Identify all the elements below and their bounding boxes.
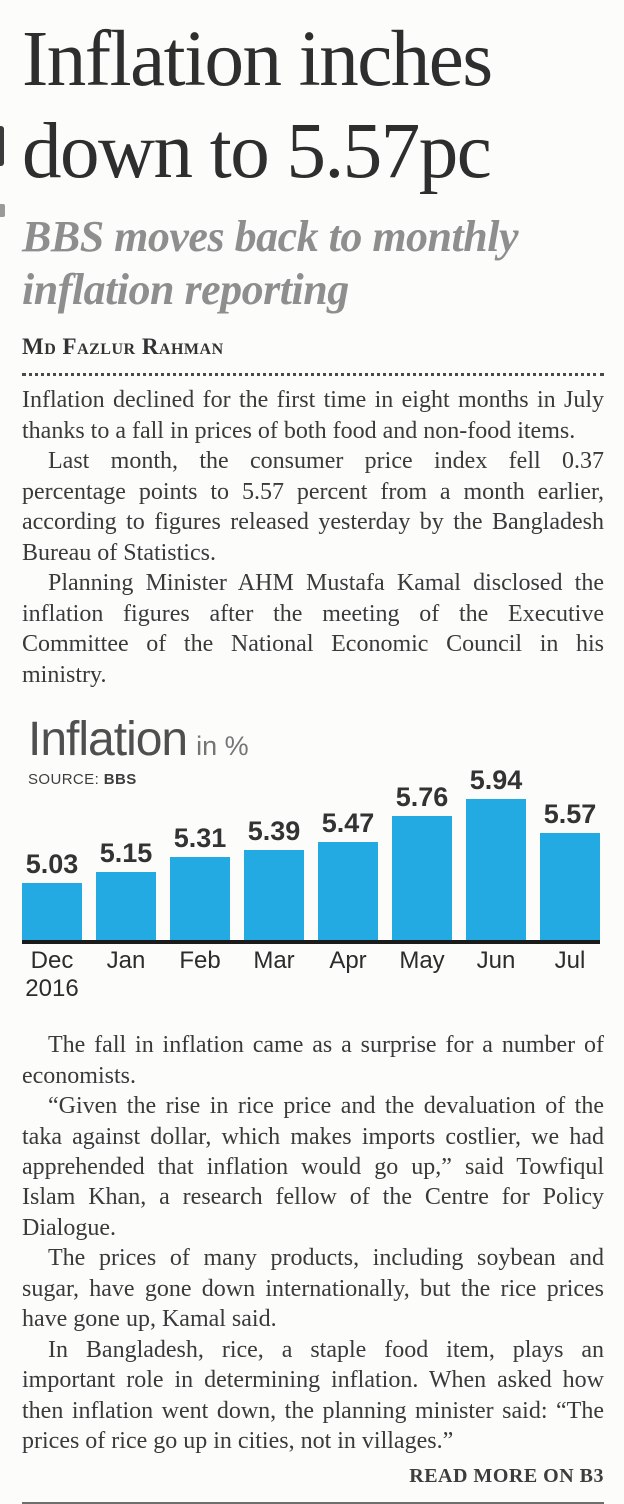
chart-source-label: SOURCE: [28, 771, 100, 789]
chart-month-label: Apr [329, 946, 367, 974]
cropped-glyph-remnant [0, 126, 4, 166]
chart-header: Inflation in % SOURCE: BBS [28, 712, 249, 788]
chart-month-label: Jan [106, 946, 146, 974]
chart-bars: 5.03 5.15 5.31 5.39 5.47 5.76 5.94 5.57 [22, 762, 600, 945]
chart-bar-group: 5.31 [170, 823, 230, 941]
chart-month-label: Dec 2016 [25, 946, 79, 1002]
cropped-glyph-remnant [0, 204, 5, 217]
chart-bar-value-label: 5.47 [321, 808, 375, 839]
article-byline: Md Fazlur Rahman [22, 334, 224, 360]
chart-bar-value-label: 5.15 [99, 838, 153, 869]
chart-source-value: BBS [103, 771, 137, 789]
chart-bar-group: 5.47 [318, 808, 378, 941]
chart-month-label: Feb [179, 946, 221, 974]
chart-bar [318, 842, 378, 941]
chart-bar [244, 850, 304, 941]
paragraph: “Given the rise in rice price and the de… [22, 1093, 604, 1241]
paragraph: Last month, the consumer price index fel… [22, 448, 604, 566]
chart-bar-group: 5.57 [540, 799, 600, 941]
chart-bar-value-label: 5.57 [543, 799, 597, 830]
chart-bar [392, 816, 452, 941]
chart-month-label: May [399, 946, 445, 974]
bottom-separator [22, 1501, 604, 1504]
article-subheadline: BBS moves back to monthly inflation repo… [22, 211, 518, 314]
chart-bar-group: 5.76 [392, 782, 452, 941]
chart-bar [96, 872, 156, 941]
chart-title: Inflation [28, 713, 188, 767]
chart-bar-value-label: 5.03 [25, 849, 79, 880]
dotted-separator [22, 373, 604, 377]
chart-bar-value-label: 5.94 [469, 765, 523, 796]
paragraph: Planning Minister AHM Mustafa Kamal disc… [22, 570, 604, 688]
article-headline: Inflation inches down to 5.57pc [22, 16, 493, 196]
chart-bar-value-label: 5.31 [173, 823, 227, 854]
chart-bar [22, 883, 82, 941]
chart-plot-area: 5.03 5.15 5.31 5.39 5.47 5.76 5.94 5.57 [22, 762, 600, 945]
paragraph: Inflation declined for the first time in… [22, 387, 604, 444]
chart-bar [170, 857, 230, 941]
paragraph: The fall in inflation came as a surprise… [22, 1032, 604, 1089]
chart-source: SOURCE: BBS [28, 771, 249, 788]
chart-month-axis: Dec 2016 Jan Feb Mar Apr May Jun Jul [22, 947, 600, 1002]
chart-bar-group: 5.94 [466, 765, 526, 941]
chart-bar-value-label: 5.76 [395, 782, 449, 813]
chart-month-label: Mar [253, 946, 295, 974]
inflation-bar-chart: Inflation in % SOURCE: BBS 5.03 5.15 5.31 5.… [22, 712, 604, 1002]
chart-month-label: Jun [476, 946, 516, 974]
chart-bar-group: 5.39 [244, 816, 304, 941]
chart-bar [466, 799, 526, 941]
chart-bar-group: 5.03 [22, 849, 82, 941]
chart-bar-group: 5.15 [96, 838, 156, 941]
chart-month-label: Jul [554, 946, 586, 974]
chart-bar-value-label: 5.39 [247, 816, 301, 847]
paragraph: The prices of many products, including s… [22, 1245, 604, 1333]
read-more-note: READ MORE ON B3 [409, 1464, 604, 1487]
article-body-bottom: The fall in inflation came as a surprise… [22, 1030, 604, 1457]
article-body-top: Inflation declined for the first time in… [22, 385, 604, 690]
chart-bar [540, 833, 600, 941]
chart-unit-label: in % [196, 731, 249, 762]
paragraph: In Bangladesh, rice, a staple food item,… [22, 1336, 604, 1455]
